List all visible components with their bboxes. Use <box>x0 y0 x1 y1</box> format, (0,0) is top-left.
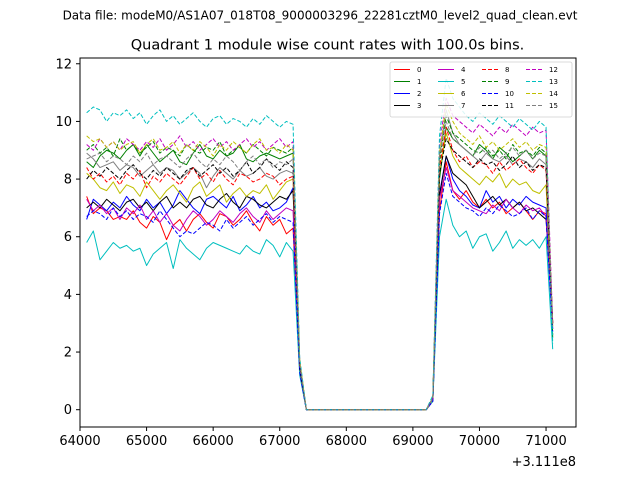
x-tick-label: 71000 <box>525 434 566 449</box>
series-line-9 <box>86 115 554 411</box>
x-axis-offset-label: +3.111e8 <box>512 455 576 470</box>
legend-label-11: 11 <box>505 102 514 110</box>
legend-label-7: 7 <box>461 102 465 110</box>
x-tick-label: 64000 <box>59 434 100 449</box>
series-line-15 <box>86 120 554 411</box>
y-tick-label: 4 <box>64 288 72 303</box>
axes-frame <box>79 57 577 428</box>
legend-label-2: 2 <box>417 90 421 98</box>
y-tick-label: 2 <box>64 346 72 361</box>
x-tick-label: 66000 <box>192 434 233 449</box>
y-tick-label: 6 <box>64 230 72 245</box>
legend-label-4: 4 <box>461 66 466 74</box>
x-tick-label: 65000 <box>126 434 167 449</box>
legend-frame <box>389 61 573 118</box>
series-line-13 <box>86 77 554 411</box>
legend-label-13: 13 <box>549 78 558 86</box>
y-tick-label: 10 <box>55 115 72 130</box>
series-line-3 <box>86 155 554 411</box>
y-tick-label: 12 <box>55 57 72 72</box>
legend-label-0: 0 <box>417 66 421 74</box>
series-line-7 <box>86 109 554 411</box>
legend-label-5: 5 <box>461 78 465 86</box>
x-tick-label: 68000 <box>326 434 367 449</box>
y-tick-label: 8 <box>64 173 72 188</box>
chart-title: Quadrant 1 module wise count rates with … <box>131 38 525 54</box>
chart-suptitle: Data file: modeM0/AS1A07_018T08_90000032… <box>63 9 578 23</box>
series-line-6 <box>86 132 554 411</box>
y-axis: 0 2 4 6 8 10 12 <box>55 57 80 418</box>
legend-label-9: 9 <box>505 78 509 86</box>
legend-label-1: 1 <box>417 78 421 86</box>
legend-label-14: 14 <box>549 90 558 98</box>
legend-label-3: 3 <box>417 102 421 110</box>
y-tick-label: 0 <box>64 403 72 418</box>
legend-label-10: 10 <box>505 90 514 98</box>
series-line-10 <box>86 172 554 411</box>
legend-label-15: 15 <box>549 102 558 110</box>
x-tick-label: 69000 <box>392 434 433 449</box>
x-tick-label: 67000 <box>259 434 300 449</box>
series-line-8 <box>86 126 554 411</box>
series-layer <box>86 77 554 411</box>
x-tick-label: 70000 <box>459 434 500 449</box>
legend-label-6: 6 <box>461 90 466 98</box>
plot-area: 64000 65000 66000 67000 68000 69000 70000 71000… <box>55 57 577 449</box>
series-line-2 <box>86 155 554 411</box>
series-line-5 <box>86 198 554 411</box>
x-axis: 64000 65000 66000 67000 68000 69000 70000 71000 <box>59 427 567 449</box>
legend-label-8: 8 <box>505 66 509 74</box>
legend-label-12: 12 <box>549 66 558 74</box>
